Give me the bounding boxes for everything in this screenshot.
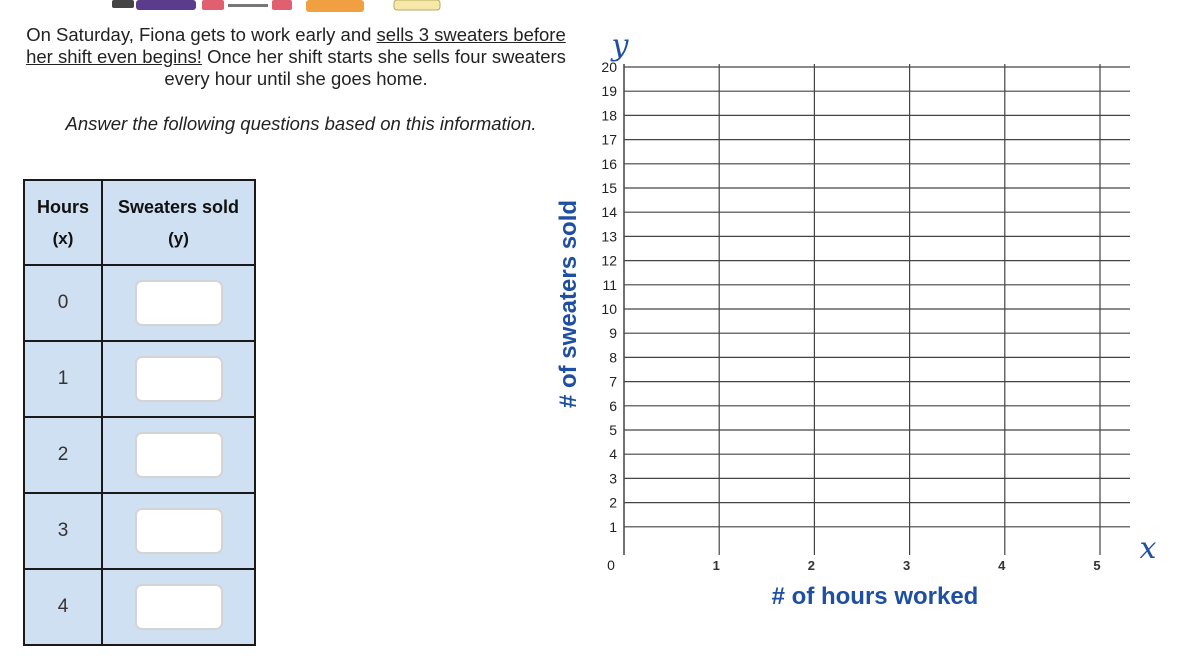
- x-axis-title: # of hours worked: [772, 583, 979, 610]
- x-tick-label: 3: [903, 558, 910, 573]
- grid-lines: [623, 64, 1130, 555]
- y-tick-label: 18: [601, 107, 617, 123]
- table-row: 1: [23, 340, 256, 418]
- x-axis-variable: x: [1140, 531, 1157, 566]
- x-tick-label: 5: [1093, 558, 1100, 573]
- y-tick-label: 5: [609, 422, 617, 438]
- y-tick-label: 8: [609, 349, 617, 365]
- y-tick-label: 2: [609, 495, 617, 511]
- y-axis-title: # of sweaters sold: [555, 200, 582, 408]
- instruction-text: Answer the following questions based on …: [65, 113, 537, 134]
- header-sweaters-label: Sweaters sold: [117, 196, 240, 217]
- y-tick-label: 15: [601, 180, 617, 196]
- hours-cell: 2: [23, 416, 103, 494]
- header-sweaters: Sweaters sold (y): [101, 179, 256, 266]
- sweaters-cell: [101, 340, 256, 418]
- values-table: Hours (x) Sweaters sold (y) 0 1 2 3 4: [23, 179, 256, 646]
- y-tick-label: 4: [609, 446, 617, 462]
- table-row: 2: [23, 416, 256, 494]
- table-row: 3: [23, 492, 256, 570]
- y-tick-label: 6: [609, 398, 617, 414]
- y-tick-label: 1: [609, 519, 617, 535]
- y-tick-label: 3: [609, 470, 617, 486]
- y-tick-label: 17: [601, 132, 617, 148]
- answer-input-0[interactable]: [134, 280, 223, 326]
- y-tick-label: 9: [609, 325, 617, 341]
- x-tick-label: 4: [998, 558, 1006, 573]
- header-hours: Hours (x): [23, 179, 103, 266]
- answer-input-2[interactable]: [134, 432, 223, 478]
- sweaters-cell: [101, 264, 256, 342]
- origin-label: 0: [607, 557, 615, 573]
- y-tick-label: 16: [601, 156, 617, 172]
- x-tick-labels: 1 2 3 4 5: [713, 558, 1101, 573]
- header-hours-label: Hours: [36, 196, 89, 217]
- hours-cell: 3: [23, 492, 103, 570]
- answer-input-3[interactable]: [134, 508, 223, 554]
- y-tick-label: 14: [601, 204, 617, 220]
- hours-cell: 0: [23, 264, 103, 342]
- sweaters-cell: [101, 568, 256, 646]
- sweaters-cell: [101, 492, 256, 570]
- y-tick-label: 19: [601, 83, 617, 99]
- hours-cell: 1: [23, 340, 103, 418]
- hours-cell: 4: [23, 568, 103, 646]
- table-row: 4: [23, 568, 256, 646]
- problem-statement: On Saturday, Fiona gets to work early an…: [16, 24, 576, 90]
- y-tick-label: 12: [601, 253, 617, 269]
- problem-text-end: Once her shift starts she sells four swe…: [164, 46, 566, 89]
- header-hours-var: (x): [52, 228, 74, 248]
- y-tick-label: 13: [601, 228, 617, 244]
- y-tick-label: 10: [601, 301, 617, 317]
- sweaters-cell: [101, 416, 256, 494]
- decorative-sweater-icons: [112, 0, 441, 12]
- y-axis-variable: y: [610, 28, 630, 63]
- x-tick-label: 2: [808, 558, 815, 573]
- header-sweaters-var: (y): [168, 228, 189, 248]
- answer-input-4[interactable]: [134, 584, 223, 630]
- y-tick-label: 20: [601, 59, 617, 75]
- y-tick-label: 7: [609, 374, 617, 390]
- problem-text-underlined: sells 3 sweaters before her shift even b…: [26, 24, 566, 67]
- y-tick-label: 11: [602, 277, 617, 293]
- answer-input-1[interactable]: [134, 356, 223, 402]
- problem-text-start: On Saturday, Fiona gets to work early an…: [26, 24, 377, 45]
- x-tick-label: 1: [713, 558, 720, 573]
- table-row: 0: [23, 264, 256, 342]
